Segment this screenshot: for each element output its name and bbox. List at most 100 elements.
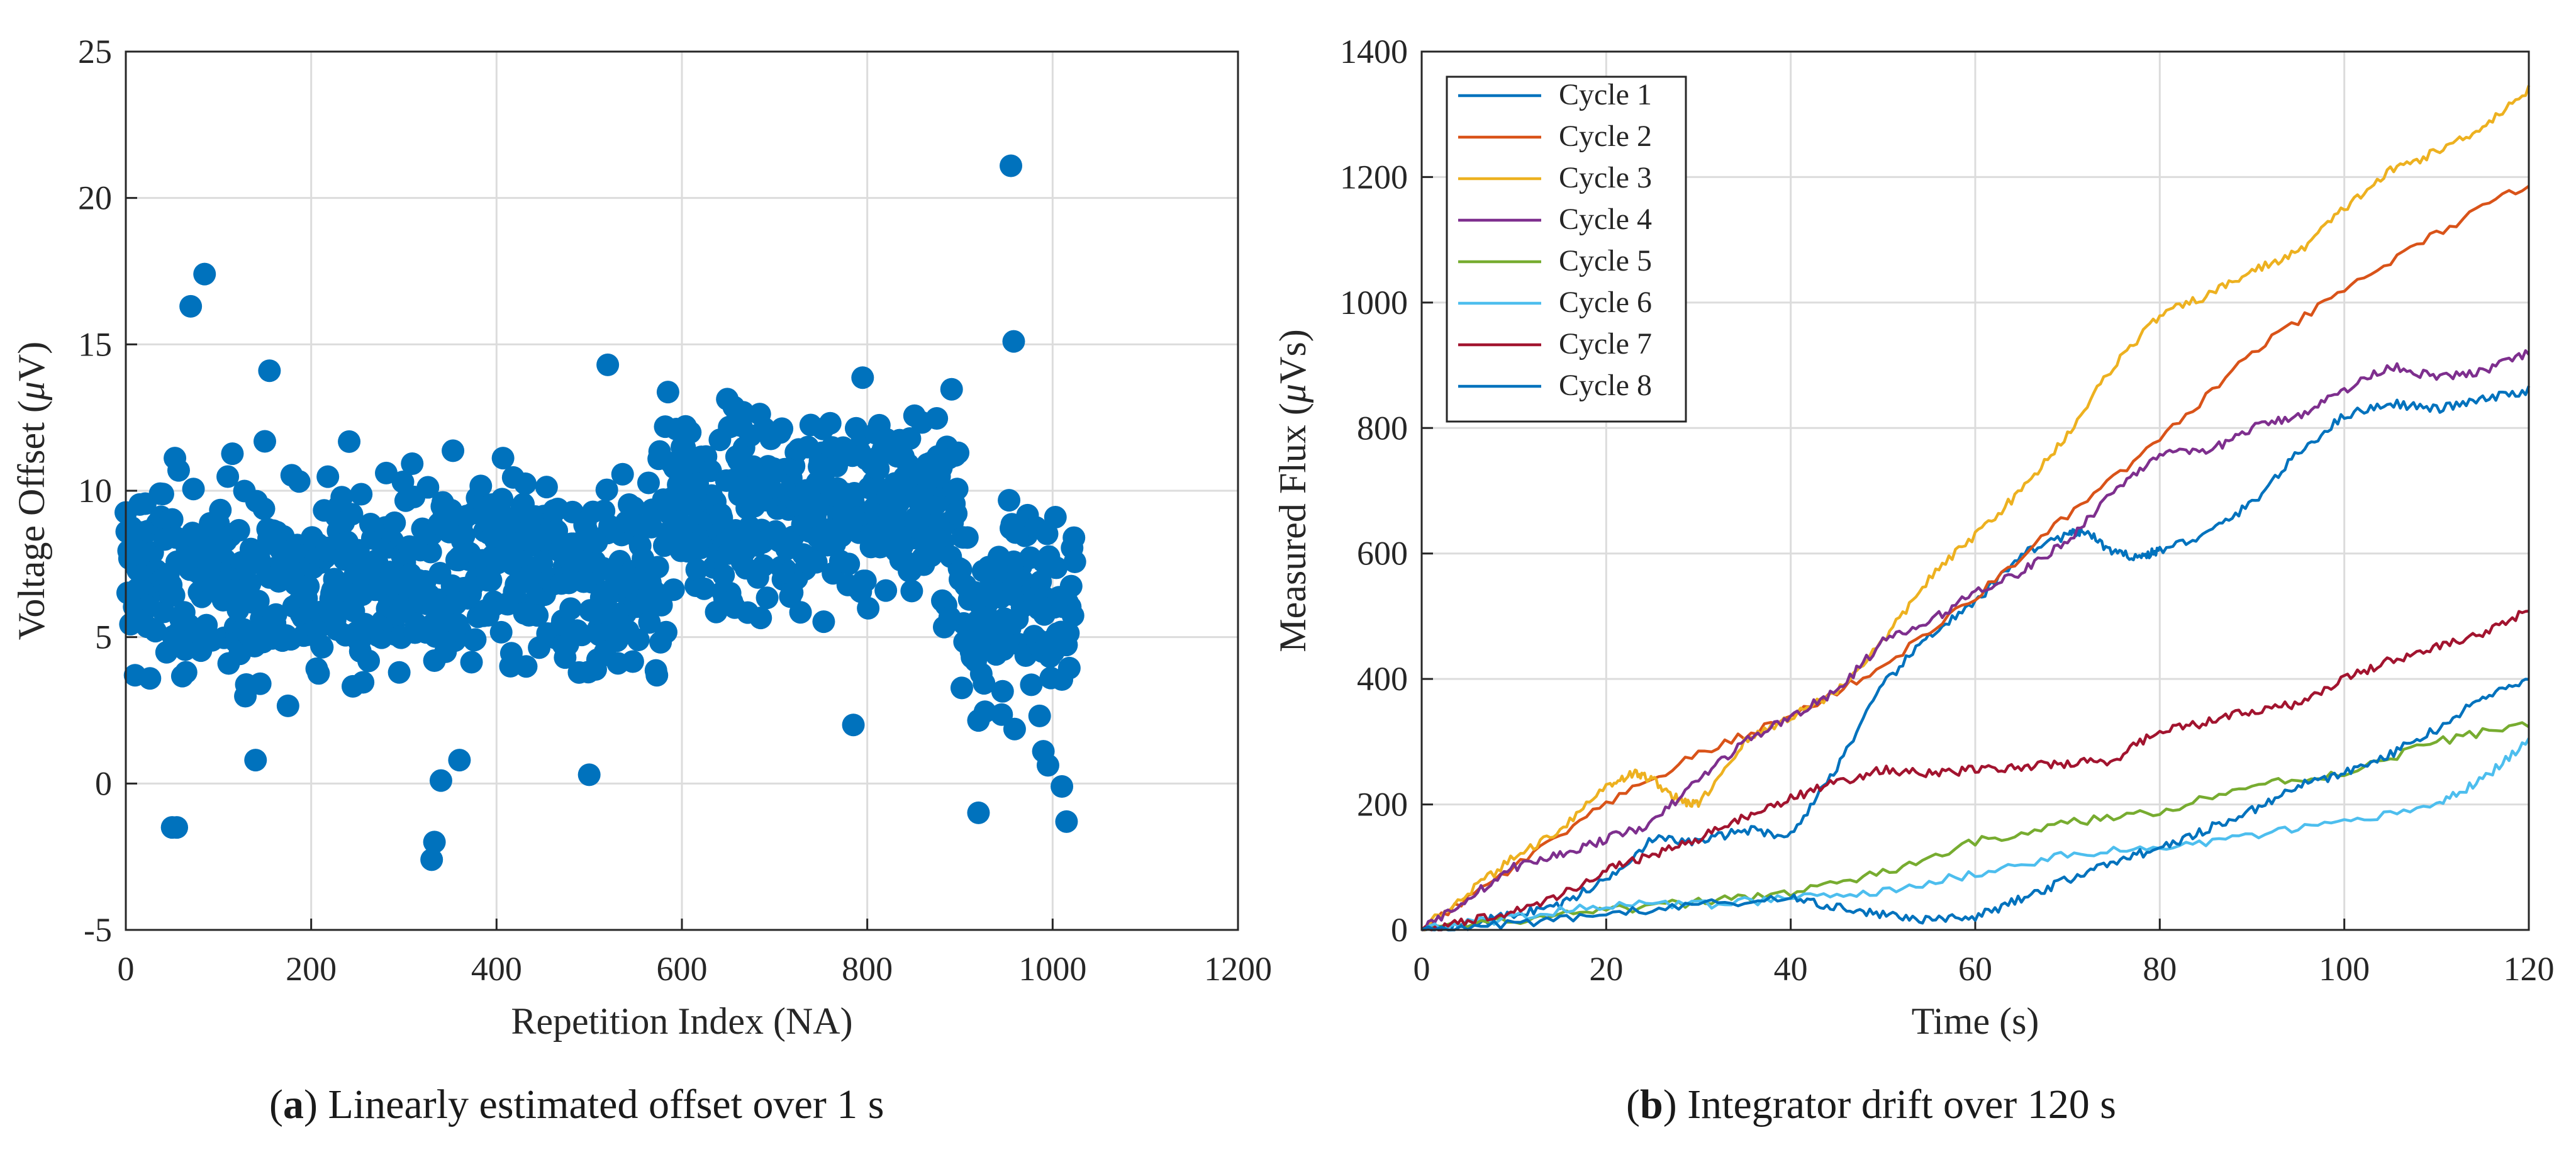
data-point — [491, 447, 515, 470]
data-point — [611, 462, 634, 486]
legend: Cycle 1 Cycle 2 Cycle 3 Cycle 4 Cycle 5 Cycle… — [1446, 75, 1687, 423]
data-point — [276, 694, 299, 717]
data-point — [998, 489, 1021, 512]
series-line-1 — [1422, 385, 2531, 932]
data-point — [1002, 330, 1025, 353]
x-tick-label: 60 — [1958, 950, 1992, 988]
data-point — [264, 603, 287, 626]
data-point — [545, 519, 569, 542]
data-point — [311, 635, 334, 659]
caption-b: (b) Integrator drift over 120 s — [1626, 1082, 2116, 1127]
data-point — [805, 551, 828, 574]
x-tick-label: 20 — [1589, 950, 1623, 988]
data-point — [1035, 522, 1059, 545]
y-tick-label: 1000 — [1340, 284, 1408, 322]
data-point — [967, 801, 990, 824]
data-point — [165, 816, 189, 839]
data-point — [1020, 673, 1043, 696]
data-point — [749, 607, 772, 630]
data-point — [638, 611, 661, 634]
data-point — [1000, 154, 1023, 177]
data-point — [945, 502, 968, 525]
data-point — [1045, 556, 1068, 579]
x-tick-label: 0 — [118, 950, 135, 988]
data-point — [526, 604, 549, 627]
y-axis-label-prefix: Voltage Offset ( — [11, 400, 52, 640]
data-point — [429, 769, 452, 792]
data-point — [514, 472, 537, 495]
data-point — [900, 579, 923, 603]
y-tick-label: 0 — [1391, 911, 1408, 949]
data-point — [945, 478, 969, 501]
caption-b-label: b — [1639, 1082, 1663, 1127]
data-point — [973, 672, 996, 695]
data-point — [559, 597, 583, 620]
data-point — [837, 552, 861, 576]
data-point — [338, 430, 361, 453]
y-axis-label-suffix: Vs) — [1272, 329, 1313, 384]
y-tick-label: 600 — [1357, 535, 1408, 573]
data-point — [637, 471, 660, 495]
data-point — [685, 558, 708, 581]
line-panel: 0 20 40 60 80 100 1200200400600800100012001400… — [1272, 33, 2555, 1042]
data-point — [248, 672, 272, 695]
data-point — [1059, 574, 1083, 598]
data-point — [622, 496, 645, 519]
data-point — [193, 262, 216, 286]
data-point — [1061, 604, 1084, 627]
x-tick-label: 200 — [286, 950, 337, 988]
data-point — [1003, 717, 1026, 741]
y-tick-label: 800 — [1357, 409, 1408, 447]
data-point — [297, 575, 320, 598]
x-tick-label: 100 — [2319, 950, 2370, 988]
data-point — [1057, 622, 1080, 645]
series-line-5 — [1420, 721, 2530, 931]
x-tick-label: 400 — [471, 950, 522, 988]
data-point — [307, 662, 330, 685]
data-point — [662, 578, 685, 601]
series-line-4 — [1421, 349, 2530, 932]
data-point — [712, 564, 735, 587]
y-tick-label: 1400 — [1340, 33, 1408, 70]
data-point — [947, 441, 970, 464]
series-line-8 — [1421, 678, 2529, 932]
data-point — [752, 554, 775, 577]
data-point — [216, 465, 240, 488]
data-point — [238, 572, 262, 595]
data-point — [162, 584, 186, 607]
data-point — [452, 524, 476, 547]
data-point — [1051, 775, 1074, 798]
data-point — [423, 830, 446, 854]
data-point — [1044, 505, 1067, 528]
x-tick-label: 1000 — [1018, 950, 1086, 988]
data-point — [247, 590, 270, 613]
data-point — [227, 518, 250, 542]
data-point — [419, 540, 442, 564]
legend-label: Cycle 7 — [1559, 327, 1652, 361]
data-point — [990, 703, 1013, 726]
data-point — [1062, 526, 1086, 549]
data-point — [252, 497, 276, 520]
caption-a-label: a — [282, 1082, 304, 1127]
y-tick-label: -5 — [84, 911, 112, 949]
y-tick-label: 400 — [1357, 660, 1408, 698]
data-point — [388, 661, 411, 684]
y-tick-label: 1200 — [1340, 158, 1408, 196]
data-point — [416, 476, 440, 499]
data-point — [151, 483, 174, 506]
data-point — [330, 486, 354, 509]
data-point — [595, 478, 618, 501]
y-tick-label: 25 — [78, 33, 112, 70]
y-axis-label-suffix: V) — [11, 342, 52, 381]
y-tick-label: 15 — [78, 325, 112, 363]
data-point — [401, 452, 424, 475]
data-point — [340, 503, 364, 526]
data-point — [956, 526, 979, 549]
data-point — [244, 749, 267, 772]
data-point — [1057, 656, 1081, 679]
y-tick-label: 20 — [78, 179, 112, 217]
data-point — [144, 620, 167, 643]
data-point — [489, 620, 513, 644]
data-point — [1063, 550, 1086, 573]
